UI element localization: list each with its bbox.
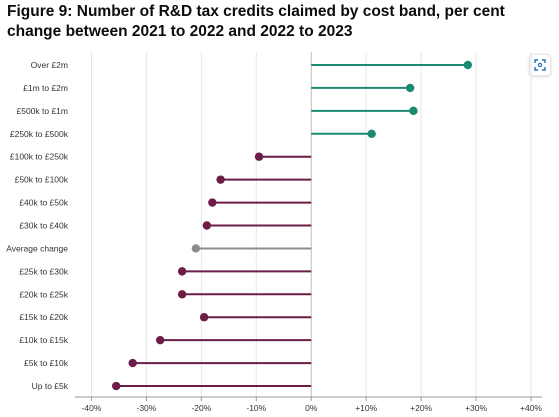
x-tick-label: -20% bbox=[191, 403, 211, 413]
category-label: Over £2m bbox=[31, 60, 68, 70]
lollipop-dot[interactable] bbox=[216, 175, 225, 184]
lollipop-dot[interactable] bbox=[405, 83, 415, 93]
lollipop-stems bbox=[116, 64, 468, 388]
chart-title: Figure 9: Number of R&D tax credits clai… bbox=[7, 3, 505, 40]
lollipop-dot[interactable] bbox=[191, 244, 201, 253]
lollipop-dot[interactable] bbox=[199, 313, 209, 322]
x-tick-label: -40% bbox=[82, 403, 102, 413]
x-tick-label: 0% bbox=[305, 403, 318, 413]
lollipop-dot[interactable] bbox=[177, 267, 187, 276]
x-tick-label: +10% bbox=[355, 403, 377, 413]
x-tick-label: -30% bbox=[137, 403, 157, 413]
lollipop-dot[interactable] bbox=[177, 290, 187, 299]
category-labels: Over £2m £1m to £2m £500k to £1m £250k to £… bbox=[6, 60, 69, 391]
x-tick-label: -10% bbox=[246, 403, 266, 413]
x-axis: -40% -30% -20% -10% 0% +10% +20% +30% +40% bbox=[75, 396, 542, 413]
category-label: £250k to £500k bbox=[10, 129, 69, 139]
lollipop-dots bbox=[112, 60, 473, 391]
lollipop-dot[interactable] bbox=[155, 335, 165, 345]
category-label: £40k to £50k bbox=[19, 198, 68, 208]
category-label: £500k to £1m bbox=[16, 106, 68, 116]
x-tick-label: +40% bbox=[520, 403, 542, 413]
category-label: £1m to £2m bbox=[23, 83, 68, 93]
lollipop-dot[interactable] bbox=[128, 358, 137, 368]
category-label: £50k to £100k bbox=[15, 175, 69, 185]
category-label: £100k to £250k bbox=[10, 152, 69, 162]
category-label: £15k to £20k bbox=[19, 312, 68, 322]
lollipop-dot[interactable] bbox=[367, 129, 376, 138]
category-label: Up to £5k bbox=[32, 381, 69, 391]
category-label: £30k to £40k bbox=[19, 221, 68, 231]
lollipop-dot[interactable] bbox=[409, 106, 418, 116]
x-tick-label: +20% bbox=[410, 403, 432, 413]
category-label: Average change bbox=[6, 243, 68, 253]
lollipop-dot[interactable] bbox=[463, 60, 473, 70]
grid-lines bbox=[90, 52, 532, 397]
fullscreen-button[interactable] bbox=[529, 54, 551, 76]
lollipop-dot[interactable] bbox=[254, 152, 264, 161]
lollipop-dot[interactable] bbox=[202, 221, 212, 230]
expand-icon bbox=[534, 59, 546, 71]
category-label: £20k to £25k bbox=[19, 289, 68, 299]
lollipop-dot[interactable] bbox=[112, 381, 121, 391]
lollipop-dot[interactable] bbox=[208, 198, 217, 207]
category-label: £25k to £30k bbox=[19, 266, 68, 276]
x-tick-label: +30% bbox=[465, 403, 487, 413]
category-label: £10k to £15k bbox=[19, 335, 68, 345]
category-label: £5k to £10k bbox=[24, 358, 69, 368]
